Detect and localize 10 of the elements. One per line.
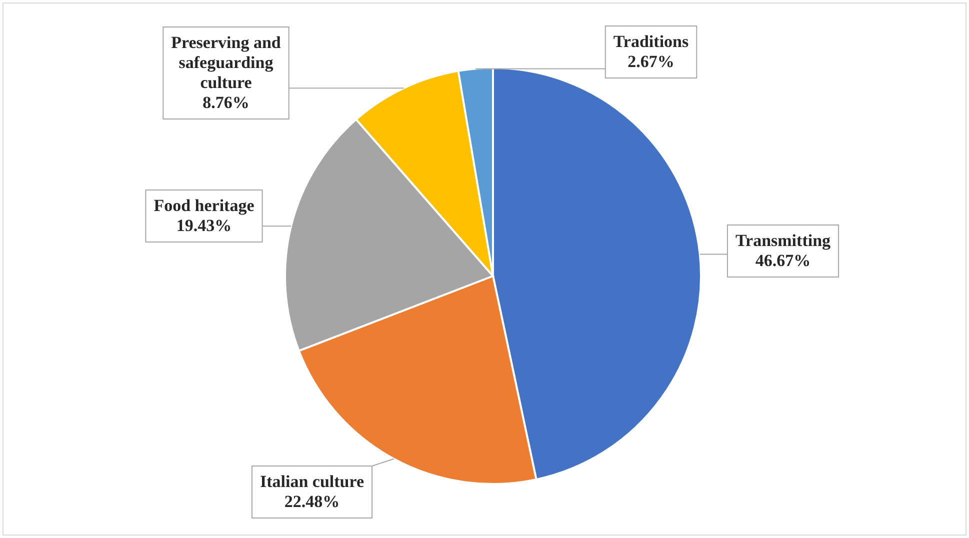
- data-label: 22.48%: [284, 492, 340, 511]
- slice-label: Preserving and safeguarding culture: [171, 33, 282, 92]
- slice-label: Traditions: [613, 32, 690, 51]
- data-label: 19.43%: [176, 216, 232, 235]
- slice-label: Food heritage: [154, 196, 255, 215]
- data-label: 2.67%: [628, 52, 674, 71]
- data-label: 8.76%: [202, 93, 250, 112]
- slice-label: Italian culture: [260, 472, 364, 491]
- data-label: 46.67%: [755, 251, 811, 270]
- slice-label: Transmitting: [735, 231, 832, 250]
